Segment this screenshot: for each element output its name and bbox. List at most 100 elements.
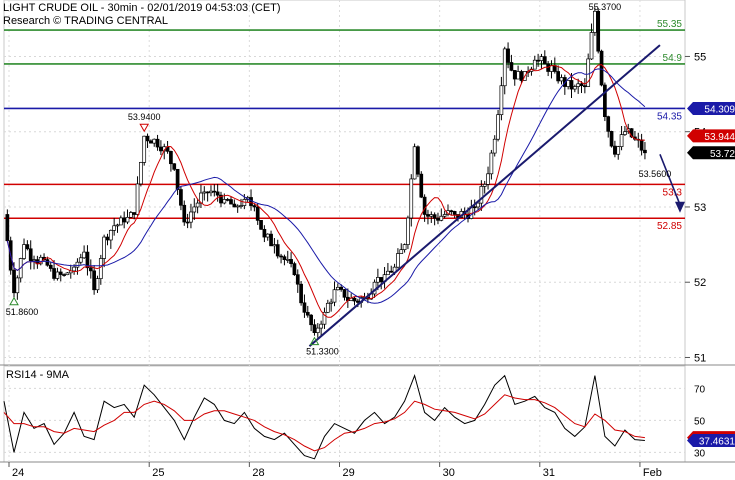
- price-annotation: 53.5600: [639, 169, 672, 179]
- price-badge-shape: [687, 129, 735, 143]
- candle-body: [92, 270, 96, 291]
- candle-body: [619, 134, 624, 147]
- candle-body: [389, 270, 394, 273]
- candle-body: [105, 236, 110, 241]
- forecast-arrow-head: [674, 201, 685, 213]
- candle-body: [593, 10, 597, 33]
- candle-body: [179, 189, 183, 206]
- price-tick-label: 52: [694, 277, 706, 289]
- candle-body: [85, 251, 90, 269]
- candle-body: [302, 302, 307, 313]
- candle-body: [589, 32, 594, 60]
- candle-body: [275, 244, 280, 257]
- candle-body: [215, 191, 220, 196]
- rsi-ma-line: [3, 394, 645, 452]
- candle-body: [516, 71, 520, 80]
- candle-body: [102, 236, 106, 259]
- price-badge-label: 54.309: [704, 104, 735, 115]
- candle-body: [499, 85, 504, 116]
- candle-body: [125, 216, 130, 223]
- candle-body: [429, 214, 434, 217]
- candle-body: [115, 224, 120, 227]
- candle-body: [12, 269, 16, 294]
- price-panel-frame: [3, 0, 686, 366]
- rsi-tick-label: 30: [694, 448, 706, 459]
- candle-body: [202, 191, 207, 194]
- candle-body: [272, 244, 277, 247]
- candle-body: [472, 206, 477, 209]
- candle-body: [416, 146, 420, 175]
- uptrend-line: [308, 44, 661, 347]
- rsi-badge-shape: [687, 433, 735, 447]
- candle-body: [235, 205, 240, 208]
- x-tick-label: 31: [543, 467, 555, 479]
- candle-body: [185, 221, 190, 224]
- candle-body: [489, 152, 494, 175]
- candle-body: [175, 168, 180, 190]
- candle-body: [569, 80, 574, 90]
- high-marker: [139, 123, 150, 133]
- candle-body: [329, 301, 333, 304]
- candle-body: [613, 145, 617, 155]
- candle-body: [506, 48, 510, 63]
- candle-body: [299, 283, 303, 304]
- forecast-arrow-line: [659, 153, 681, 206]
- candle-body: [426, 214, 430, 217]
- candle-body: [259, 220, 263, 230]
- candle-body: [45, 259, 50, 266]
- candle-body: [319, 323, 323, 329]
- pivot-label: 54.35: [657, 111, 682, 122]
- rsi-title: RSI14 - 9MA: [6, 369, 70, 381]
- research-credit: Research © TRADING CENTRAL: [3, 15, 168, 27]
- candle-body: [265, 233, 270, 238]
- candle-body: [229, 199, 233, 205]
- candle-body: [402, 244, 407, 251]
- candle-body: [145, 135, 150, 142]
- candle-body: [542, 56, 547, 65]
- price-badge-shape: [687, 101, 735, 115]
- candle-body: [159, 146, 163, 152]
- candle-body: [312, 324, 317, 333]
- candle-body: [155, 138, 160, 148]
- candle-body: [58, 271, 63, 275]
- low-annotation: 51.8600: [6, 307, 39, 317]
- resistance-label: 55.35: [657, 19, 682, 30]
- rsi-badge-label: 37.4631: [699, 436, 735, 447]
- candle-body: [603, 84, 607, 117]
- candle-body: [332, 289, 337, 303]
- candle-body: [192, 206, 197, 213]
- candle-body: [269, 233, 273, 247]
- candle-body: [579, 83, 584, 87]
- candle-body: [616, 146, 621, 155]
- candle-body: [252, 205, 257, 208]
- candle-body: [576, 83, 581, 87]
- candle-body: [406, 217, 410, 245]
- candle-body: [539, 56, 544, 61]
- candle-body: [279, 255, 283, 258]
- candle-body: [98, 258, 103, 279]
- candle-body: [142, 135, 147, 163]
- candle-body: [586, 58, 591, 87]
- candle-body: [442, 214, 447, 217]
- candle-body: [195, 202, 200, 208]
- price-tick-label: 55: [694, 51, 706, 63]
- candle-body: [232, 203, 237, 208]
- candle-body: [502, 48, 507, 87]
- candle-body: [396, 253, 400, 268]
- candle-body: [22, 244, 26, 259]
- candle-body: [643, 149, 647, 154]
- price-tick-label: 53: [694, 202, 706, 214]
- candle-body: [492, 138, 497, 154]
- price-badge-shape: [687, 146, 735, 160]
- candle-body: [222, 199, 227, 204]
- candle-body: [262, 228, 267, 238]
- candle-body: [309, 314, 313, 326]
- candle-body: [486, 173, 490, 185]
- candle-body: [479, 186, 484, 204]
- candle-body: [25, 244, 30, 250]
- support-label: 53.3: [663, 187, 683, 198]
- candle-body: [149, 140, 153, 144]
- chart-title: LIGHT CRUDE OIL - 30min - 02/01/2019 04:…: [3, 2, 281, 14]
- x-tick-label: Feb: [643, 467, 662, 479]
- candle-body: [566, 80, 571, 87]
